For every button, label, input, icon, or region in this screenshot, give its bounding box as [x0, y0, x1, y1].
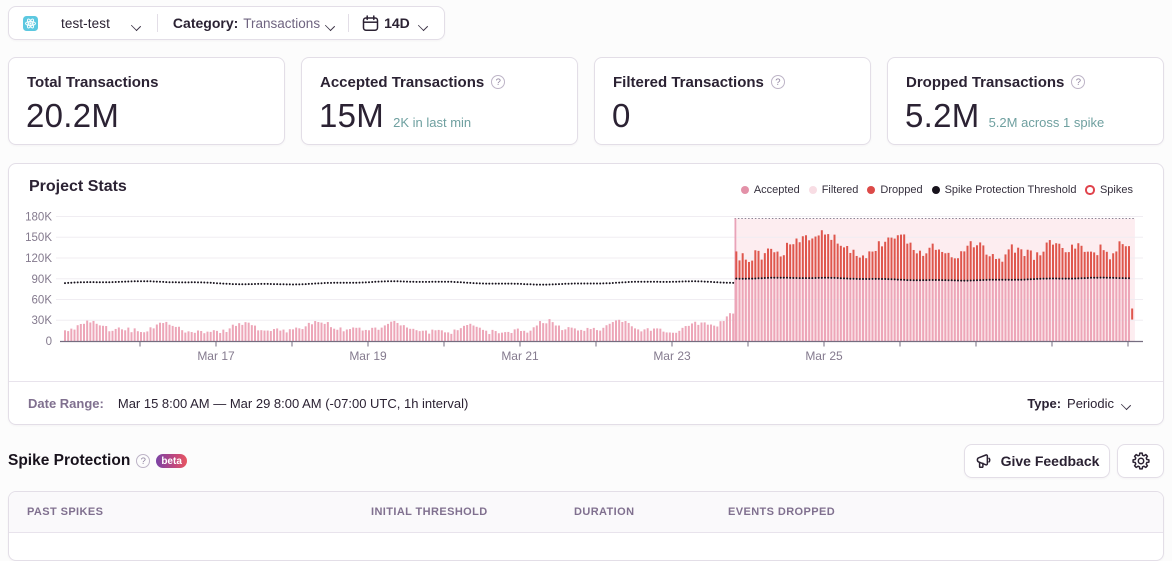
svg-text:Mar 23: Mar 23: [653, 349, 691, 363]
svg-text:180K: 180K: [25, 212, 52, 224]
svg-text:30K: 30K: [32, 315, 53, 327]
svg-text:Mar 21: Mar 21: [501, 349, 539, 363]
svg-text:0: 0: [46, 336, 52, 348]
svg-text:Mar 17: Mar 17: [197, 349, 235, 363]
svg-text:150K: 150K: [25, 232, 52, 244]
svg-text:Mar 25: Mar 25: [805, 349, 843, 363]
svg-text:Mar 19: Mar 19: [349, 349, 387, 363]
svg-text:90K: 90K: [32, 274, 53, 286]
svg-text:60K: 60K: [32, 295, 53, 307]
svg-text:120K: 120K: [25, 253, 52, 265]
